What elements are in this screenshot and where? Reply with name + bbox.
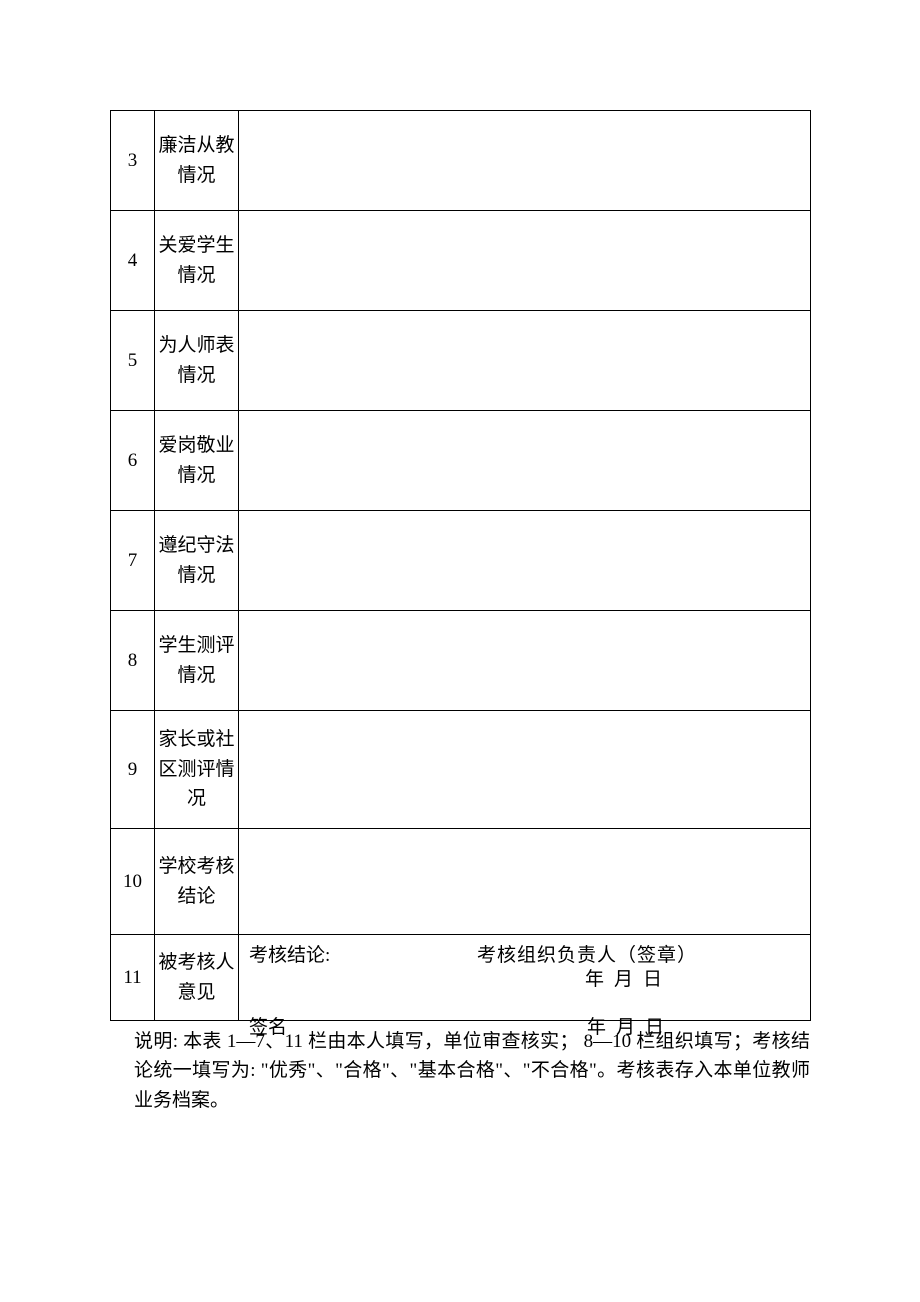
row-label: 家长或社区测评情况 bbox=[155, 711, 239, 829]
row-number: 11 bbox=[111, 935, 155, 1021]
row-content bbox=[239, 311, 811, 411]
row-content bbox=[239, 411, 811, 511]
row-number: 9 bbox=[111, 711, 155, 829]
table-row: 4 关爱学生情况 bbox=[111, 211, 811, 311]
row-number: 6 bbox=[111, 411, 155, 511]
row-label: 被考核人意见 bbox=[155, 935, 239, 1021]
table-row: 11 被考核人意见 签名 年月日 bbox=[111, 935, 811, 1021]
row-content bbox=[239, 711, 811, 829]
date-label: 年月日 bbox=[585, 964, 672, 991]
row-number: 7 bbox=[111, 511, 155, 611]
row-content bbox=[239, 511, 811, 611]
table-row: 6 爱岗敬业情况 bbox=[111, 411, 811, 511]
row-number: 4 bbox=[111, 211, 155, 311]
row-number: 8 bbox=[111, 611, 155, 711]
row-number: 3 bbox=[111, 111, 155, 211]
row-label: 遵纪守法情况 bbox=[155, 511, 239, 611]
signature-label: 签名 bbox=[249, 1012, 287, 1039]
row-label: 关爱学生情况 bbox=[155, 211, 239, 311]
row-number: 10 bbox=[111, 829, 155, 935]
footnote-text: 说明: 本表 1—7、11 栏由本人填写，单位审查核实； 8—10 栏组织填写；… bbox=[110, 1027, 810, 1115]
row-label: 廉洁从教情况 bbox=[155, 111, 239, 211]
row-content bbox=[239, 211, 811, 311]
table-row: 7 遵纪守法情况 bbox=[111, 511, 811, 611]
row-label: 学校考核结论 bbox=[155, 829, 239, 935]
row-label: 学生测评情况 bbox=[155, 611, 239, 711]
table-row: 9 家长或社区测评情况 bbox=[111, 711, 811, 829]
table-row: 3 廉洁从教情况 bbox=[111, 111, 811, 211]
date-label: 年月日 bbox=[587, 1012, 674, 1039]
signature-label: 考核组织负责人（签章） bbox=[477, 940, 697, 967]
assessment-form-table: 3 廉洁从教情况 4 关爱学生情况 5 为人师表情况 6 爱岗敬业情况 7 遵纪… bbox=[110, 110, 811, 1021]
table-row: 8 学生测评情况 bbox=[111, 611, 811, 711]
row-content bbox=[239, 611, 811, 711]
table-row: 5 为人师表情况 bbox=[111, 311, 811, 411]
row-content-conclusion: 考核结论: 考核组织负责人（签章） 年月日 bbox=[239, 829, 811, 935]
row-label: 爱岗敬业情况 bbox=[155, 411, 239, 511]
row-number: 5 bbox=[111, 311, 155, 411]
table-row: 10 学校考核结论 考核结论: 考核组织负责人（签章） 年月日 bbox=[111, 829, 811, 935]
row-content bbox=[239, 111, 811, 211]
conclusion-label: 考核结论: bbox=[249, 940, 330, 967]
row-label: 为人师表情况 bbox=[155, 311, 239, 411]
